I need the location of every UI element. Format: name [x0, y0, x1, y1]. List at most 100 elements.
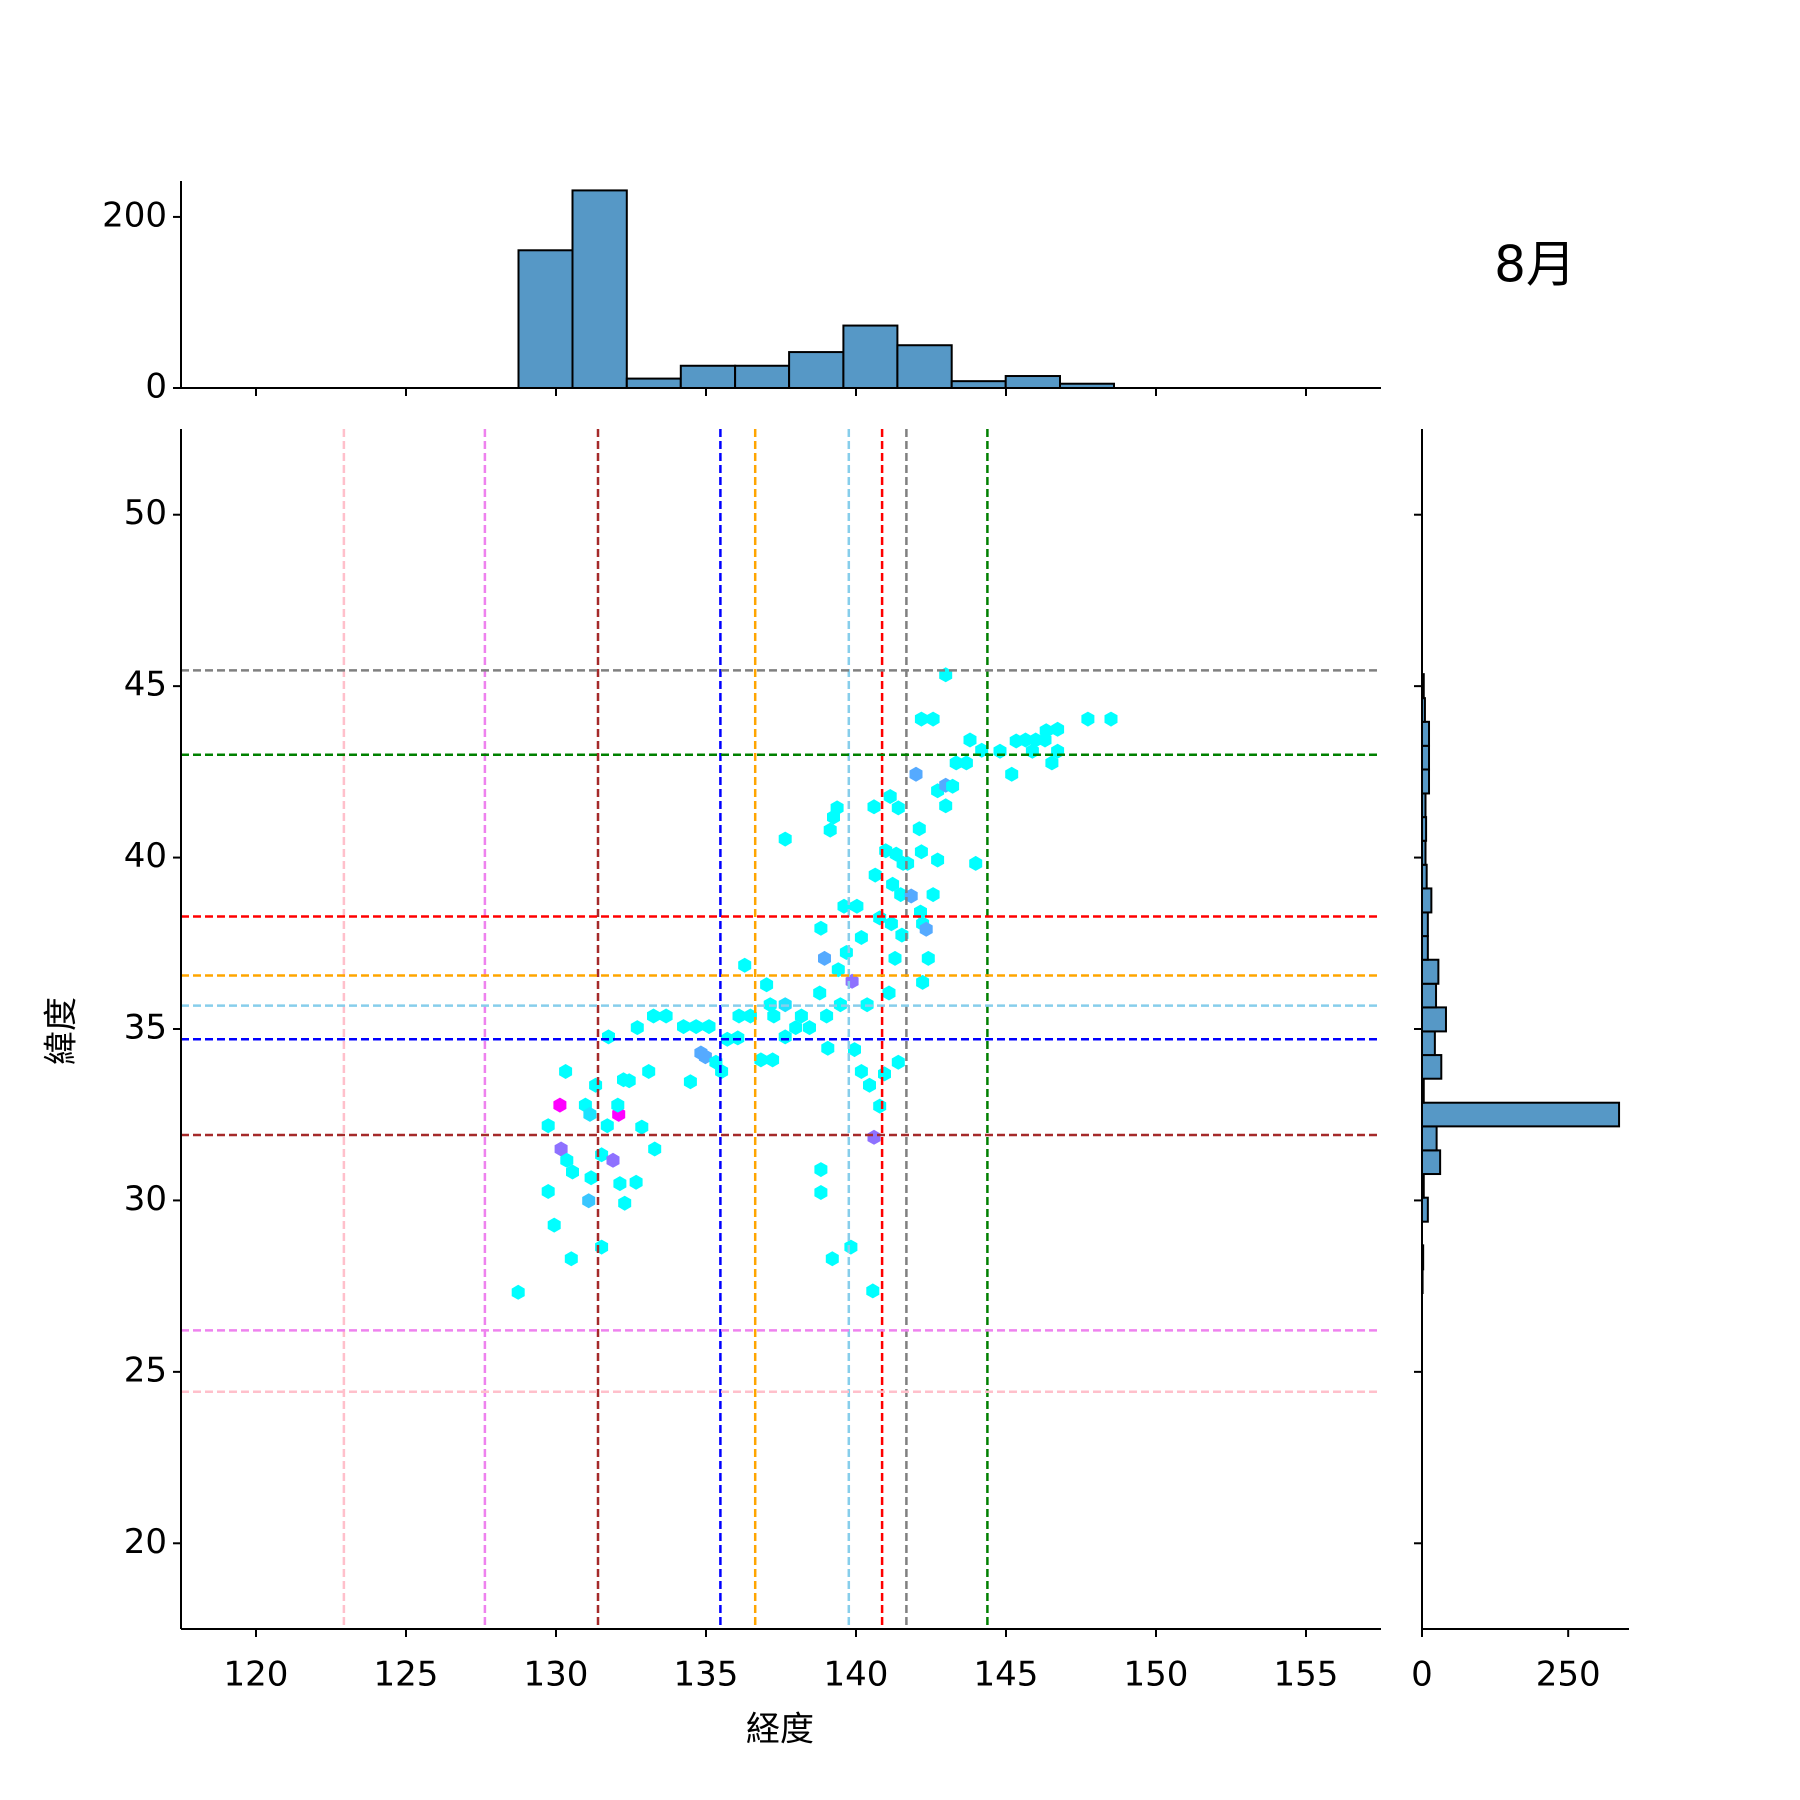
hexbin-cell	[909, 766, 923, 782]
hexbin-cell	[904, 888, 918, 904]
hexbin-cell	[814, 1162, 828, 1178]
histogram-bar	[571, 189, 628, 389]
hexbin-cell	[794, 1008, 808, 1024]
hexbin-cell	[883, 789, 897, 804]
x-tick-label: 155	[1274, 1655, 1339, 1695]
hexbin-cell	[743, 1008, 757, 1024]
histogram-bar	[1421, 1101, 1621, 1128]
hexbin-cell	[814, 1185, 828, 1200]
hexbin-cell	[582, 1193, 596, 1209]
hexbin-cell	[916, 974, 930, 990]
hexbin-cell	[618, 1195, 632, 1211]
hexbin-cell	[891, 800, 905, 816]
histogram-bar	[1421, 958, 1440, 985]
hexbin-cell	[738, 957, 752, 973]
hexbin-cell	[778, 1029, 792, 1045]
hexbin-cell	[760, 977, 774, 993]
hexbin-cell	[647, 1008, 660, 1024]
hexbin-cell	[689, 1019, 703, 1035]
hexbin-cell	[613, 1176, 627, 1192]
y-tick-label: 40	[124, 836, 167, 876]
hexbin-cell	[648, 1141, 662, 1157]
histogram-bar	[1421, 768, 1431, 795]
hexbin-cell	[848, 1042, 861, 1058]
hexbin-cell	[1005, 766, 1019, 782]
chart-title: 8月	[1494, 236, 1576, 294]
hexbin-cell	[702, 1019, 716, 1035]
histogram-bar	[788, 351, 845, 389]
hexbin-cell	[866, 1283, 880, 1299]
histogram-bar	[1421, 1054, 1443, 1080]
hexbin-cell	[1104, 711, 1118, 727]
hexbin-cell	[677, 1019, 690, 1035]
hexbin-cell	[583, 1106, 597, 1122]
hexbin-cell	[914, 844, 928, 860]
hexbin-cell	[511, 1284, 525, 1300]
hexbin-cell	[814, 920, 828, 936]
x-tick-label: 125	[374, 1655, 439, 1695]
hexbin-cell	[803, 1020, 816, 1036]
histogram-bar	[1421, 1006, 1447, 1033]
histogram-bar	[734, 364, 791, 390]
hexbin-cell	[939, 798, 953, 814]
hexbin-cell	[635, 1119, 649, 1135]
histogram-bar	[950, 380, 1007, 389]
histogram-bar	[896, 344, 953, 390]
hexbin-cell	[921, 950, 935, 966]
histogram-bar	[1421, 1149, 1442, 1176]
histogram-bar	[1421, 982, 1438, 1009]
x-tick-label: 120	[224, 1655, 289, 1695]
x-tick-label: 145	[974, 1655, 1039, 1695]
hexbin-cell	[963, 732, 977, 748]
y-tick-label: 50	[124, 493, 167, 533]
hexbin-cell	[1051, 721, 1065, 737]
hexbin-cell	[602, 1029, 615, 1045]
hexbin-cell	[698, 1049, 712, 1065]
hexbin-cell	[830, 800, 844, 816]
hexbin-cell	[600, 1118, 614, 1134]
hexbin-cell	[873, 1098, 887, 1114]
x-tick-label: 140	[824, 1655, 889, 1695]
hexbin-cell	[554, 1141, 568, 1157]
histogram-bar	[1421, 1030, 1436, 1057]
hexbin-cell	[863, 1077, 876, 1093]
hexbin-cell	[868, 867, 882, 883]
y-tick-label: 45	[124, 665, 167, 705]
hexbin-cell	[825, 1251, 839, 1267]
hexbin-cell	[854, 930, 868, 945]
hexbin-cell	[889, 846, 903, 862]
y-tick-label: 200	[102, 195, 167, 235]
hexbin-cell	[882, 985, 896, 1001]
histogram-bar	[842, 324, 899, 390]
hexbin-cell	[1081, 711, 1095, 727]
x-tick-label: 135	[674, 1655, 739, 1695]
hexbin-cell	[813, 985, 827, 1001]
y-axis-label: 緯度	[42, 997, 82, 1065]
hexbin-cell	[560, 1152, 574, 1168]
hexbin-cell	[732, 1008, 746, 1024]
x-tick-label: 150	[1124, 1655, 1189, 1695]
hexbin-cell	[584, 1170, 598, 1186]
histogram-bar	[1421, 1125, 1438, 1152]
hexbin-cell	[839, 945, 853, 960]
hexbin-cell	[894, 887, 908, 903]
hexbin-cell	[867, 799, 881, 815]
hexbin-cell	[844, 1239, 858, 1255]
hexbin-cell	[867, 1129, 881, 1145]
hexbin-cell	[850, 898, 864, 914]
hexbin-cell	[873, 910, 887, 926]
x-tick-label: 250	[1536, 1655, 1601, 1695]
hexbin-cell	[919, 921, 933, 937]
histogram-bar	[625, 377, 682, 390]
hexbin-cell	[926, 711, 940, 727]
hexbin-cell	[818, 950, 831, 966]
hexbin-cell	[606, 1152, 620, 1168]
hexbin-cell	[541, 1184, 555, 1199]
y-tick-label: 35	[124, 1008, 167, 1048]
hexbin-cell	[731, 1030, 745, 1046]
hexbin-cell	[1039, 723, 1053, 739]
y-tick-label: 0	[145, 367, 167, 407]
hexbin-cell	[642, 1064, 656, 1079]
hexbin-cell	[589, 1077, 603, 1093]
